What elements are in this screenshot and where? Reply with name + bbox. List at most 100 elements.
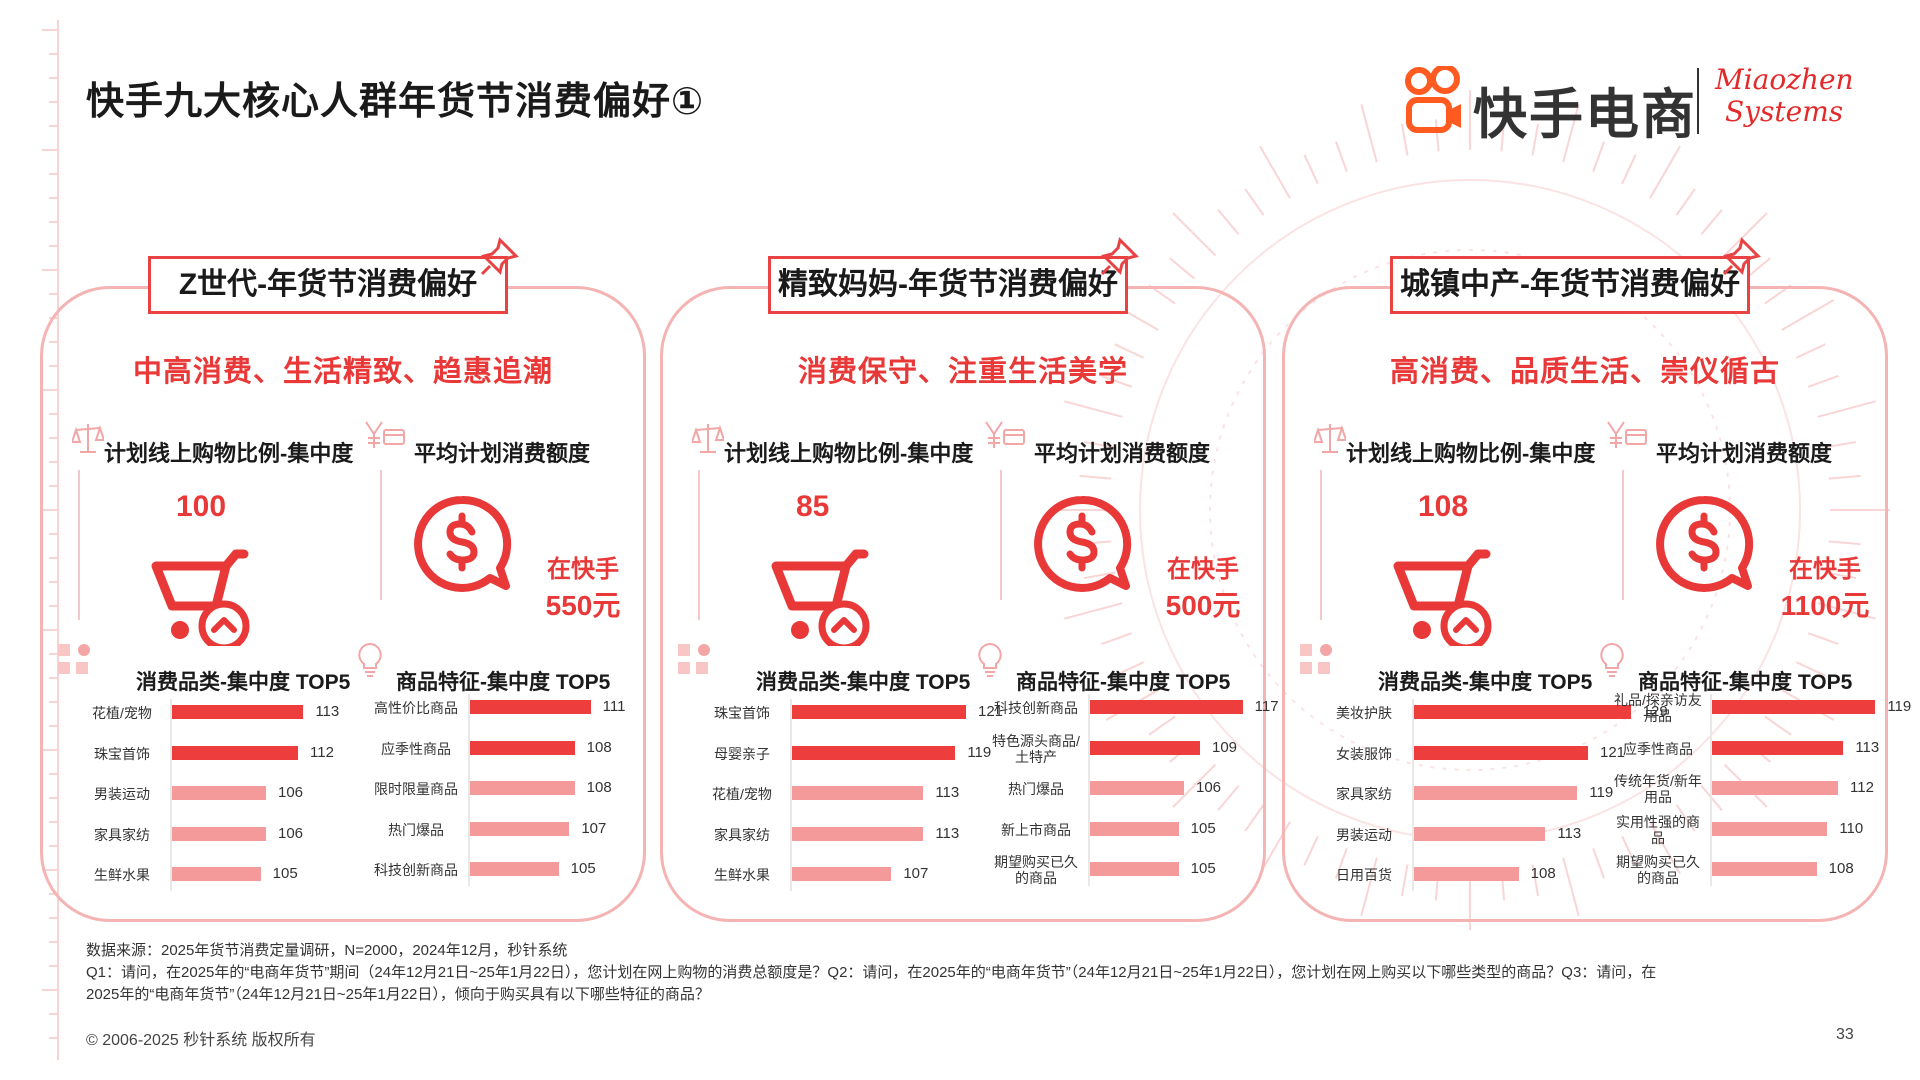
bar-mark (172, 867, 261, 881)
lightbulb-icon (354, 642, 386, 678)
bar-category-label: 家具家纺 (714, 826, 770, 843)
bar-category-label: 母婴亲子 (714, 745, 770, 762)
page-title: 快手九大核心人群年货节消费偏好① (86, 81, 705, 123)
bar-value-label: 112 (310, 743, 334, 761)
bar-category-label: 高性价比商品 (374, 700, 458, 716)
bar-value-label: 105 (1190, 860, 1216, 877)
bar-chart: 花植/宠物 113 珠宝首饰 112 男装运动 106 家具家纺 106 生鲜水果 105 (80, 699, 370, 905)
bar-chart-axis (468, 694, 470, 886)
bar-category-label: 珠宝首饰 (714, 705, 770, 721)
bar-value-label: 117 (1254, 698, 1279, 715)
bar-mark (1090, 740, 1200, 755)
bar-category-label: 传统年货/新年用品 (1614, 773, 1702, 805)
panel-tagline: 中高消费、生活精致、趋惠追潮 (132, 356, 553, 388)
panel-title: 精致妈妈-年货节消费偏好 (768, 256, 1128, 314)
bar-category-label: 热门爆品 (388, 821, 444, 838)
money-bubble-icon (1652, 494, 1756, 594)
bar-category-label: 生鲜水果 (94, 867, 150, 883)
panel-divider (698, 470, 700, 620)
spend-label: 在快手 (1167, 556, 1239, 583)
bar-mark (1414, 867, 1519, 881)
bar-value-label: 108 (586, 738, 612, 756)
bar-value-label: 107 (903, 865, 929, 882)
partner-logo: Miaozhen Systems (1715, 64, 1854, 128)
brand-name: 快手电商 (1473, 85, 1697, 145)
bar-category-label: 期望购买已久的商品 (994, 854, 1078, 886)
bar-value-label: 112 (1850, 779, 1874, 796)
bar-mark (1414, 745, 1588, 760)
bar-mark (172, 786, 266, 800)
bar-category-label: 家具家纺 (1336, 786, 1392, 802)
bar-value-label: 106 (1196, 779, 1222, 796)
bar-value-label: 108 (1530, 865, 1556, 882)
ratio-heading: 计划线上购物比例-集中度 (1346, 441, 1596, 466)
bar-value-label: 119 (1589, 784, 1614, 801)
category-heading: 消费品类-集中度 TOP5 (756, 671, 971, 694)
yen-card-icon (982, 418, 1026, 454)
spend-heading: 平均计划消费额度 (1656, 441, 1833, 466)
money-bubble-icon (410, 494, 514, 594)
panel-title: Z世代-年货节消费偏好 (148, 256, 508, 314)
bar-mark (172, 745, 298, 760)
feature-heading: 商品特征-集中度 TOP5 (1016, 671, 1231, 694)
ratio-heading: 计划线上购物比例-集中度 (724, 441, 974, 466)
bar-category-label: 男装运动 (1336, 826, 1392, 843)
bar-value-label: 119 (967, 743, 992, 761)
bar-value-label: 113 (1855, 738, 1880, 756)
bar-category-label: 热门爆品 (1008, 781, 1064, 797)
panel-tagline: 消费保守、注重生活美学 (797, 356, 1128, 388)
bar-mark (1712, 821, 1828, 836)
pin-icon (478, 234, 522, 278)
category-grid-icon (1298, 642, 1338, 678)
bar-mark (470, 821, 570, 836)
bar-mark (792, 745, 956, 760)
category-grid-icon (676, 642, 716, 678)
spend-heading: 平均计划消费额度 (414, 441, 591, 466)
bar-category-label: 生鲜水果 (714, 867, 770, 883)
bar-chart: 高性价比商品 111 应季性商品 108 限时限量商品 108 热门爆品 107 科技创新商品 1… (370, 694, 660, 900)
lightbulb-icon (974, 642, 1006, 678)
bar-value-label: 121 (978, 703, 1004, 720)
footnote-source: 数据来源：2025年货节消费定量调研，N=2000，2024年12月，秒针系统 (86, 942, 568, 959)
panel-tagline: 高消费、品质生活、崇仪循古 (1389, 356, 1780, 388)
bar-mark (792, 826, 924, 841)
spend-value: 1100元 (1780, 590, 1870, 621)
bar-mark (172, 826, 266, 841)
bar-value-label: 108 (1828, 860, 1854, 877)
ratio-heading: 计划线上购物比例-集中度 (104, 441, 354, 466)
yen-card-icon (1604, 418, 1648, 454)
bar-category-label: 美妆护肤 (1336, 705, 1392, 721)
bar-category-label: 应季性商品 (381, 740, 451, 757)
feature-heading: 商品特征-集中度 TOP5 (1638, 671, 1853, 694)
brand-header: 快手电商 Miaozhen Systems (1405, 62, 1854, 145)
spend-value: 550元 (545, 590, 621, 621)
panel-divider (380, 470, 382, 600)
bar-value-label: 113 (315, 703, 340, 720)
pin-icon (1720, 234, 1764, 278)
bar-category-label: 花植/宠物 (92, 705, 152, 721)
footnote-questions-2: 2025年的“电商年货节”（24年12月21日~25年1月22日），倾向于购买具… (86, 986, 710, 1003)
panel-divider (1320, 470, 1322, 620)
bar-chart-axis (1088, 694, 1090, 886)
bar-mark (470, 740, 575, 755)
page-number: 33 (1836, 1026, 1854, 1043)
feature-heading: 商品特征-集中度 TOP5 (396, 671, 611, 694)
bar-mark (1090, 862, 1179, 876)
brand-divider (1697, 68, 1699, 134)
bar-value-label: 111 (602, 698, 626, 715)
spend-amount: 在快手 550元 (528, 552, 638, 624)
bar-mark (172, 705, 304, 719)
bar-category-label: 礼品/探亲访友用品 (1614, 692, 1702, 724)
bar-value-label: 119 (1887, 698, 1912, 715)
partner-logo-line2: Systems (1725, 95, 1844, 128)
kuaishou-logo-icon (1405, 66, 1461, 133)
partner-logo-line1: Miaozhen (1715, 63, 1854, 96)
bar-category-label: 科技创新商品 (374, 862, 458, 878)
spend-label: 在快手 (1789, 556, 1861, 583)
spend-heading: 平均计划消费额度 (1034, 441, 1211, 466)
scale-icon (1312, 420, 1348, 456)
bar-category-label: 珠宝首饰 (94, 745, 150, 762)
bar-category-label: 花植/宠物 (712, 786, 772, 802)
spend-amount: 在快手 1100元 (1770, 552, 1880, 624)
category-heading: 消费品类-集中度 TOP5 (136, 671, 351, 694)
